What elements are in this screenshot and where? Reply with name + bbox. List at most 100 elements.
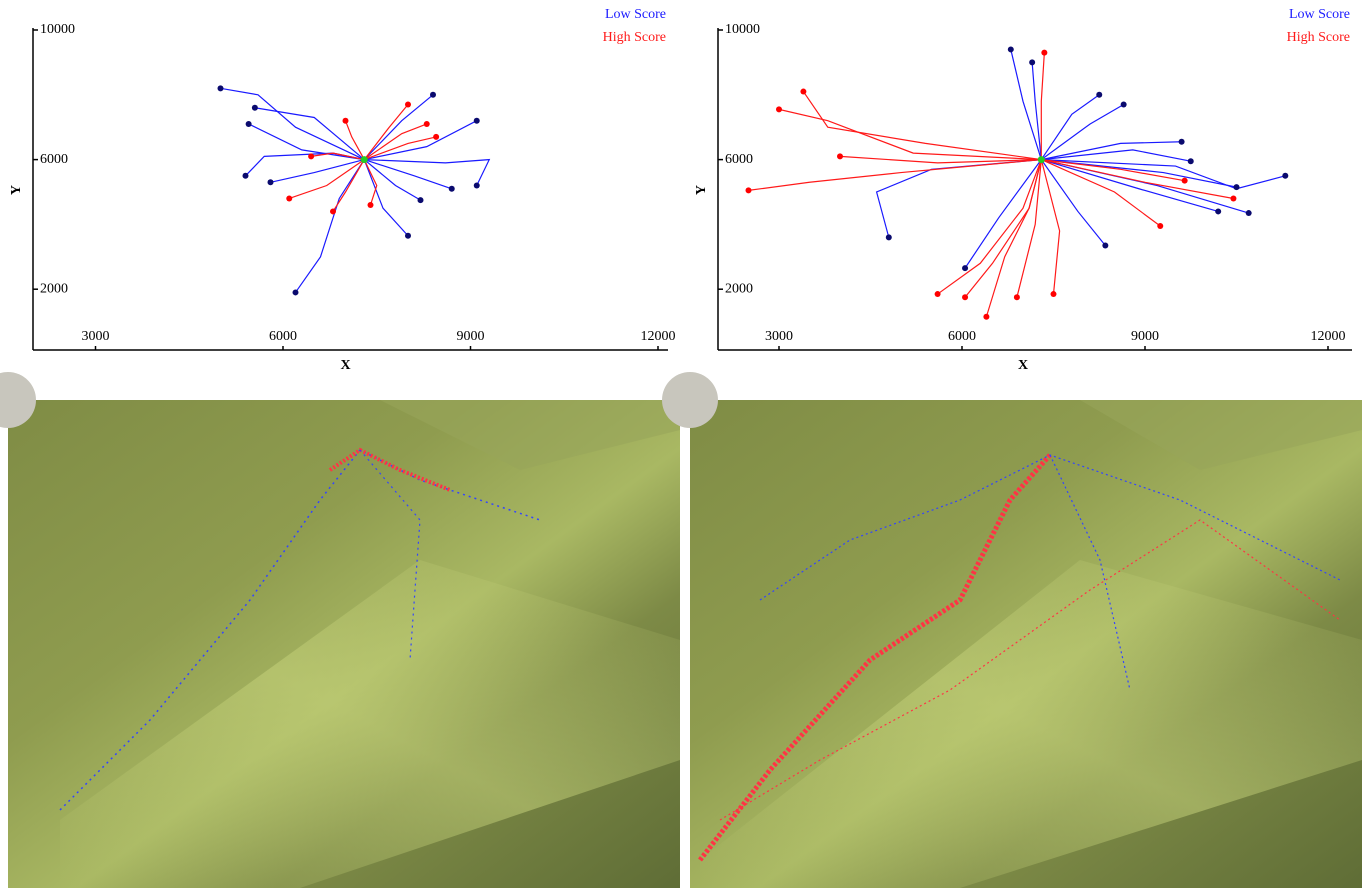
trajectory	[363, 159, 378, 206]
y-tick-label: 10000	[725, 22, 760, 37]
end-point	[417, 197, 424, 204]
end-point	[1050, 291, 1057, 298]
trajectory	[363, 104, 409, 160]
end-point	[1157, 223, 1164, 230]
trajectory	[839, 155, 1042, 164]
end-point	[1102, 242, 1109, 249]
end-point	[1230, 195, 1237, 202]
y-axis-label: Y	[9, 185, 24, 195]
end-point	[217, 85, 224, 92]
x-tick-label: 12000	[641, 329, 676, 344]
end-point	[367, 201, 374, 208]
y-tick-label: 2000	[40, 281, 68, 296]
trajectory	[1040, 159, 1106, 246]
trajectory	[364, 136, 437, 161]
trajectory	[332, 159, 365, 212]
end-point	[1215, 208, 1222, 215]
x-tick-label: 12000	[1311, 329, 1346, 344]
trajectory	[270, 159, 365, 183]
trajectory	[937, 159, 1042, 295]
trajectory	[254, 107, 365, 161]
trajectory	[778, 108, 1042, 161]
trajectory	[1041, 159, 1249, 214]
end-point	[1013, 294, 1020, 301]
x-tick-label: 3000	[82, 329, 110, 344]
trajectory	[1041, 159, 1234, 200]
trajectory	[295, 159, 365, 293]
end-point	[800, 88, 807, 95]
start-point	[1037, 156, 1045, 164]
trajectory	[311, 152, 365, 161]
end-point	[308, 153, 315, 160]
end-point	[430, 91, 436, 98]
x-tick-label: 6000	[948, 329, 976, 344]
trajectory	[364, 159, 452, 190]
trajectory	[1041, 149, 1191, 162]
trajectory	[364, 158, 491, 186]
end-point	[962, 294, 969, 301]
trajectory	[985, 159, 1042, 317]
end-point	[1096, 91, 1103, 98]
trajectory	[1041, 159, 1237, 188]
end-point	[934, 291, 941, 298]
end-point	[745, 187, 752, 194]
end-point	[837, 153, 843, 160]
trajectory	[964, 159, 1042, 298]
end-point	[983, 313, 990, 320]
trajectory	[363, 159, 409, 237]
end-point	[423, 120, 430, 127]
trajectory	[1040, 104, 1124, 161]
terrain-left	[0, 372, 680, 888]
end-point	[292, 289, 299, 296]
trajectory	[344, 120, 365, 160]
end-point	[473, 117, 480, 124]
legend-entry: Low Score	[605, 7, 666, 22]
trajectory	[363, 159, 421, 201]
end-point	[1178, 138, 1185, 145]
end-point	[342, 117, 349, 124]
end-point	[405, 232, 411, 239]
y-tick-label: 2000	[725, 281, 753, 296]
end-point	[433, 133, 440, 140]
end-point	[1041, 49, 1048, 56]
end-point	[405, 101, 411, 108]
x-tick-label: 9000	[457, 329, 485, 344]
trajectory	[1041, 159, 1161, 227]
trajectory	[1040, 52, 1045, 160]
terrain-right	[662, 372, 1362, 888]
end-point	[776, 106, 782, 113]
end-point	[885, 234, 892, 241]
trajectory	[289, 159, 365, 200]
end-point	[1007, 46, 1014, 53]
trajectory	[875, 159, 1042, 238]
trajectory	[1041, 159, 1286, 190]
trajectory	[748, 159, 1042, 191]
trajectory	[363, 94, 434, 161]
x-axis-label: X	[340, 358, 350, 373]
end-point	[1245, 210, 1252, 217]
y-tick-label: 6000	[725, 152, 753, 167]
end-point	[1233, 184, 1240, 191]
end-point	[1120, 101, 1127, 108]
trajectory	[1016, 159, 1042, 298]
trajectory	[220, 87, 365, 161]
trajectory	[248, 123, 365, 161]
end-point	[1282, 172, 1289, 179]
trajectory	[802, 91, 1042, 161]
trajectory	[364, 120, 478, 161]
start-point	[360, 156, 368, 164]
end-point	[448, 185, 455, 192]
legend-entry: High Score	[603, 30, 666, 45]
legend-entry: Low Score	[1289, 7, 1350, 22]
end-point	[330, 208, 336, 215]
y-tick-label: 10000	[40, 22, 75, 37]
end-point	[962, 265, 969, 272]
chart: 2000 6000 10000 3000 6000 9000 12000 X Y Low Scor…	[694, 7, 1352, 373]
trajectory	[1041, 141, 1182, 161]
trajectory	[1041, 159, 1219, 213]
trajectory	[1040, 159, 1061, 295]
trajectory	[363, 123, 427, 161]
end-point	[245, 120, 252, 127]
end-point	[251, 104, 258, 111]
